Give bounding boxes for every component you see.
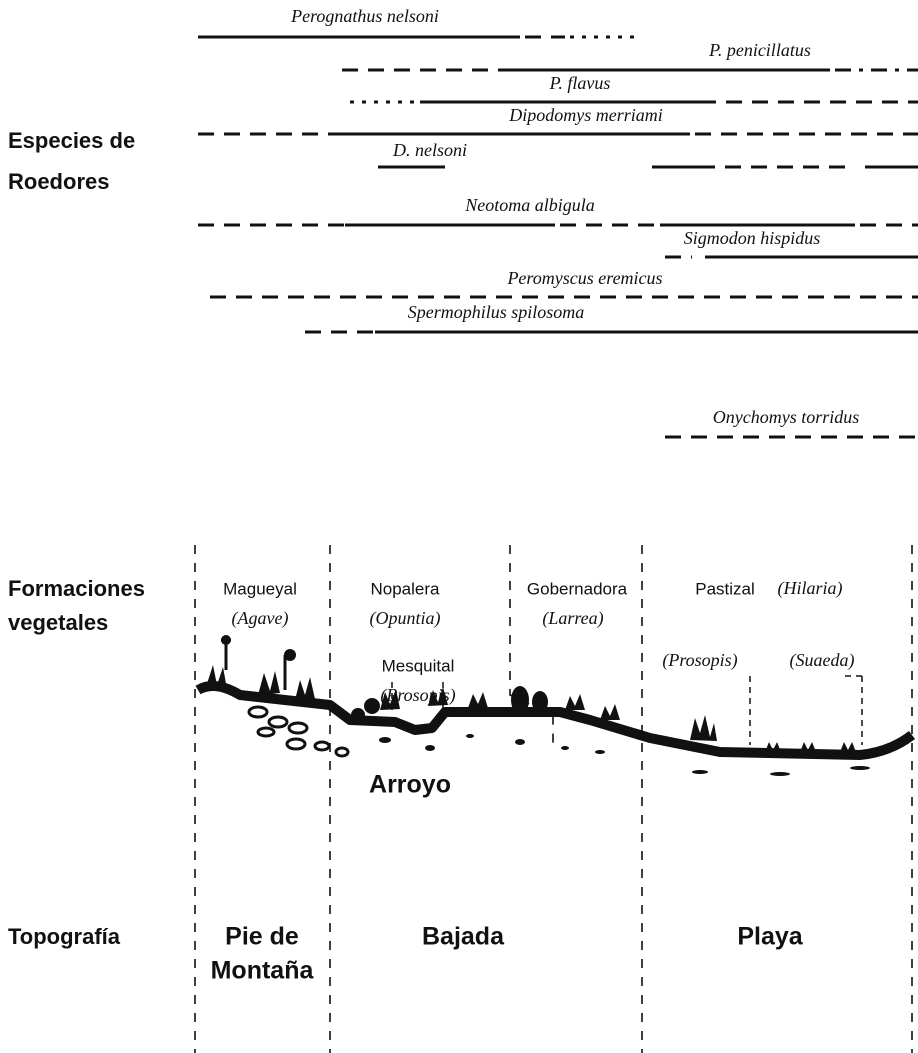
- species-name: Dipodomys merriami: [508, 105, 663, 125]
- formation: Mesquital: [382, 656, 455, 675]
- genus: (Hilaria): [778, 578, 843, 599]
- row-label: Formaciones: [8, 576, 145, 601]
- species-name: P. penicillatus: [708, 40, 811, 60]
- formation: Nopalera: [371, 579, 441, 598]
- species-name: Sigmodon hispidus: [684, 228, 821, 248]
- formation: Pastizal: [695, 579, 755, 598]
- plants: [205, 635, 856, 752]
- species-name: Perognathus nelsoni: [290, 6, 439, 26]
- formation: Magueyal: [223, 579, 297, 598]
- genus: (Agave): [232, 608, 289, 629]
- callout: (Suaeda): [790, 650, 855, 671]
- species-name: Peromyscus eremicus: [506, 268, 662, 288]
- genus: (Opuntia): [370, 608, 441, 629]
- zone-label: Bajada: [422, 923, 505, 951]
- species-name: P. flavus: [549, 73, 611, 93]
- species-name: Spermophilus spilosoma: [408, 302, 585, 322]
- row-label: Especies de: [8, 128, 135, 153]
- diagram: Especies de Roedores Formaciones vegetal…: [0, 0, 918, 1053]
- genus: (Larrea): [542, 608, 603, 629]
- formation: Gobernadora: [527, 579, 628, 598]
- species-name: Onychomys torridus: [713, 407, 860, 427]
- zone-label: Playa: [737, 923, 803, 951]
- callout: (Prosopis): [662, 650, 737, 671]
- row-label: Roedores: [8, 169, 109, 194]
- species-name: D. nelsoni: [392, 140, 467, 160]
- row-label: vegetales: [8, 610, 108, 635]
- zone-label: Montaña: [211, 957, 315, 985]
- stones: [249, 707, 348, 756]
- row-label: Topografía: [8, 924, 121, 949]
- zone-label: Pie de: [225, 923, 299, 951]
- arroyo-label: Arroyo: [369, 771, 451, 799]
- species-name: Neotoma albigula: [464, 195, 595, 215]
